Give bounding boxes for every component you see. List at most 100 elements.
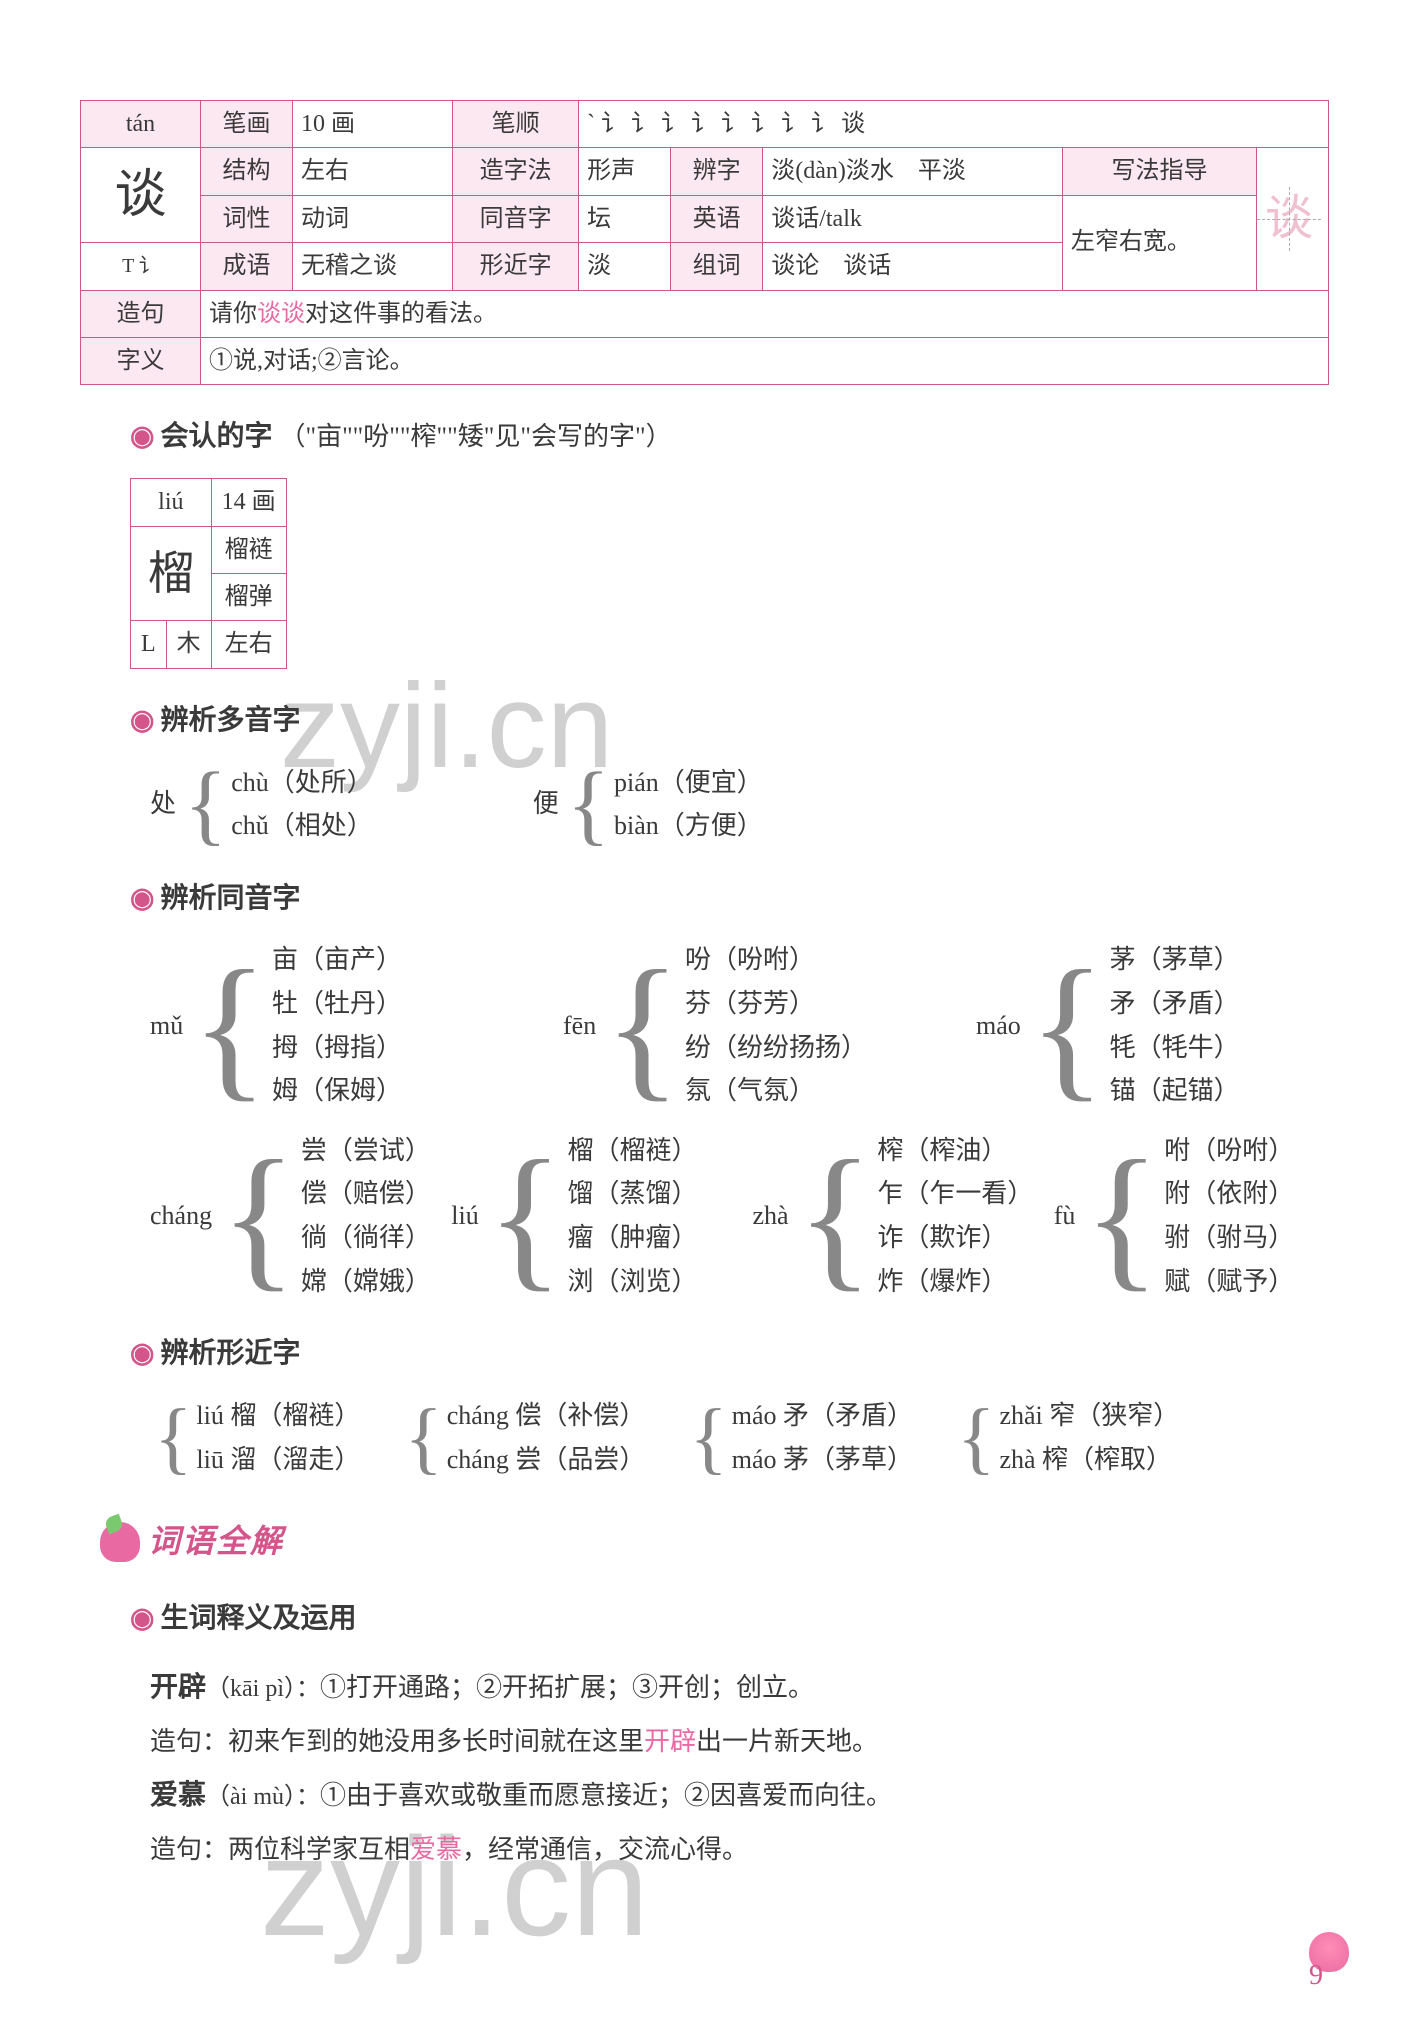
homo-label: zhà [753, 1195, 789, 1237]
zaoju-hl: 谈谈 [257, 301, 305, 327]
term-pinyin: （kāi pì）： [206, 1676, 320, 1702]
label-zaozifa: 造字法 [453, 148, 579, 195]
xingjinzi-value: 淡 [579, 243, 671, 290]
label-xingjinzi: 形近字 [453, 243, 579, 290]
cixing-value: 动词 [293, 195, 453, 242]
sentence-post: ，经常通信，交流心得。 [462, 1835, 748, 1864]
term-meaning: ①由于喜欢或敬重而愿意接近；②因喜爱而向往。 [320, 1781, 892, 1810]
heading-homophone-text: 辨析同音字 [160, 883, 300, 914]
poly-item: chù（处所） [231, 762, 373, 804]
homo-label: mǔ [150, 1005, 183, 1047]
vocab-sub-text: 生词释义及运用 [160, 1603, 356, 1634]
homo-label: fēn [563, 1005, 596, 1047]
polyphone-block: 处 { chù（处所） chǔ（相处） 便 { pián（便宜） biàn（方便… [150, 762, 1329, 847]
poly-item: chǔ（相处） [231, 805, 373, 847]
label-chengyu: 成语 [201, 243, 293, 290]
poly-group: 处 { chù（处所） chǔ（相处） [150, 762, 373, 847]
homo-item: 氛（气氛） [685, 1070, 867, 1112]
homo-item: 馏（蒸馏） [568, 1173, 698, 1215]
heading-recognize: ◉会认的字 （"亩""吩""榨""矮"见"会写的字"） [130, 415, 1329, 460]
definition-entry: 爱慕（ài mù）：①由于喜欢或敬重而愿意接近；②因喜爱而向往。 [150, 1768, 1329, 1824]
bihua-value: 10 画 [293, 101, 453, 148]
homo-label: fù [1054, 1195, 1076, 1237]
definition-sentence: 造句：初来乍到的她没用多长时间就在这里开辟出一片新天地。 [150, 1716, 1329, 1768]
homo-item: 榨（榨油） [877, 1130, 1027, 1172]
recognize-table: liú 14 画 榴 榴裢 榴弹 L 木 左右 [130, 478, 287, 669]
label-cixing: 词性 [201, 195, 293, 242]
brace-icon: { [689, 1418, 727, 1458]
rec-struct: 左右 [211, 621, 286, 668]
tongyinzi-value: 坛 [579, 195, 671, 242]
label-bianzi: 辨字 [671, 148, 763, 195]
homo-item: 矛（矛盾） [1110, 983, 1240, 1025]
homo-item: 亩（亩产） [272, 939, 402, 981]
zuci-value: 谈论 谈话 [763, 243, 1063, 290]
poly-label: 便 [533, 783, 559, 825]
homo-label: cháng [150, 1195, 212, 1237]
chengyu-value: 无稽之谈 [293, 243, 453, 290]
near-item: máo 矛（矛盾） [732, 1395, 913, 1437]
homo-row: mǔ { 亩（亩产） 牡（牡丹） 拇（拇指） 姆（保姆） fēn { 吩（吩咐）… [150, 939, 1329, 1111]
near-item: liú 榴（榴裢） [196, 1395, 360, 1437]
near-item: cháng 尝（品尝） [447, 1439, 646, 1481]
poly-group: 便 { pián（便宜） biàn（方便） [533, 762, 763, 847]
homo-item: 牦（牦牛） [1110, 1027, 1240, 1069]
near-item: zhà 榨（榨取） [999, 1439, 1179, 1481]
homo-label: máo [976, 1005, 1021, 1047]
character-table: tán 笔画 10 画 笔顺 ` 讠 讠 讠 讠 讠 讠 讠 讠 谈 谈 结构 … [80, 100, 1329, 385]
homo-item: 驸（驸马） [1164, 1217, 1294, 1259]
homo-item: 赋（赋予） [1164, 1261, 1294, 1303]
bullet-icon: ◉ [130, 421, 154, 452]
heading-similarform: ◉辨析形近字 [130, 1332, 1329, 1377]
label-jiegou: 结构 [201, 148, 293, 195]
label-zaoju: 造句 [81, 290, 201, 337]
heading-polyphone: ◉辨析多音字 [130, 699, 1329, 744]
poly-label: 处 [150, 783, 176, 825]
label-tongyinzi: 同音字 [453, 195, 579, 242]
homo-item: 芬（芬芳） [685, 983, 867, 1025]
brace-icon: { [957, 1418, 995, 1458]
brace-icon: { [604, 998, 681, 1054]
homo-item: 吩（吩咐） [685, 939, 867, 981]
homo-item: 尝（尝试） [301, 1130, 425, 1172]
near-item: máo 茅（茅草） [732, 1439, 913, 1481]
rec-word-b: 榴弹 [211, 573, 286, 620]
rec-stroke: 14 画 [211, 479, 286, 526]
term: 开辟 [150, 1672, 206, 1703]
heading-homophone: ◉辨析同音字 [130, 877, 1329, 922]
label-bishun: 笔顺 [453, 101, 579, 148]
vocab-title: 词语全解 [148, 1516, 284, 1567]
brace-icon: { [567, 782, 610, 827]
zaoju-value: 请你谈谈对这件事的看法。 [201, 290, 1329, 337]
term-meaning: ①打开通路；②开拓扩展；③开创；创立。 [320, 1673, 814, 1702]
homo-item: 偿（赔偿） [301, 1173, 425, 1215]
definition-block: 开辟（kāi pì）：①打开通路；②开拓扩展；③开创；创立。 造句：初来乍到的她… [150, 1660, 1329, 1876]
rec-rad: 木 [166, 621, 211, 668]
label-bihua: 笔画 [201, 101, 293, 148]
homo-item: 锚（起锚） [1110, 1070, 1240, 1112]
sentence-highlight: 开辟 [644, 1727, 696, 1756]
homo-item: 咐（吩咐） [1164, 1130, 1294, 1172]
sentence-pre: 造句：两位科学家互相 [150, 1835, 410, 1864]
practice-grid: 谈 [1257, 187, 1321, 251]
bullet-icon: ◉ [130, 883, 154, 914]
pinyin-cell: tán [81, 101, 201, 148]
homo-item: 附（依附） [1164, 1173, 1294, 1215]
radical-line: T 讠 [81, 243, 201, 290]
near-item: zhǎi 窄（狭窄） [999, 1395, 1179, 1437]
rec-word-a: 榴裢 [211, 526, 286, 573]
brace-icon: { [184, 782, 227, 827]
sentence-highlight: 爱慕 [410, 1835, 462, 1864]
rec-idx: L [131, 621, 167, 668]
zaoju-pre: 请你 [209, 301, 257, 327]
zaoju-post: 对这件事的看法。 [305, 301, 497, 327]
ziyi-value: ①说,对话;②言论。 [201, 337, 1329, 384]
zaozifa-value: 形声 [579, 148, 671, 195]
heading-similarform-text: 辨析形近字 [160, 1338, 300, 1369]
brace-icon: { [797, 1188, 874, 1244]
near-row: { liú 榴（榴裢） liū 溜（溜走） { cháng 偿（补偿） chán… [150, 1395, 1329, 1480]
sentence-post: 出一片新天地。 [696, 1727, 878, 1756]
bullet-icon: ◉ [130, 1338, 154, 1369]
homo-item: 榴（榴裢） [568, 1130, 698, 1172]
term: 爱慕 [150, 1780, 206, 1811]
